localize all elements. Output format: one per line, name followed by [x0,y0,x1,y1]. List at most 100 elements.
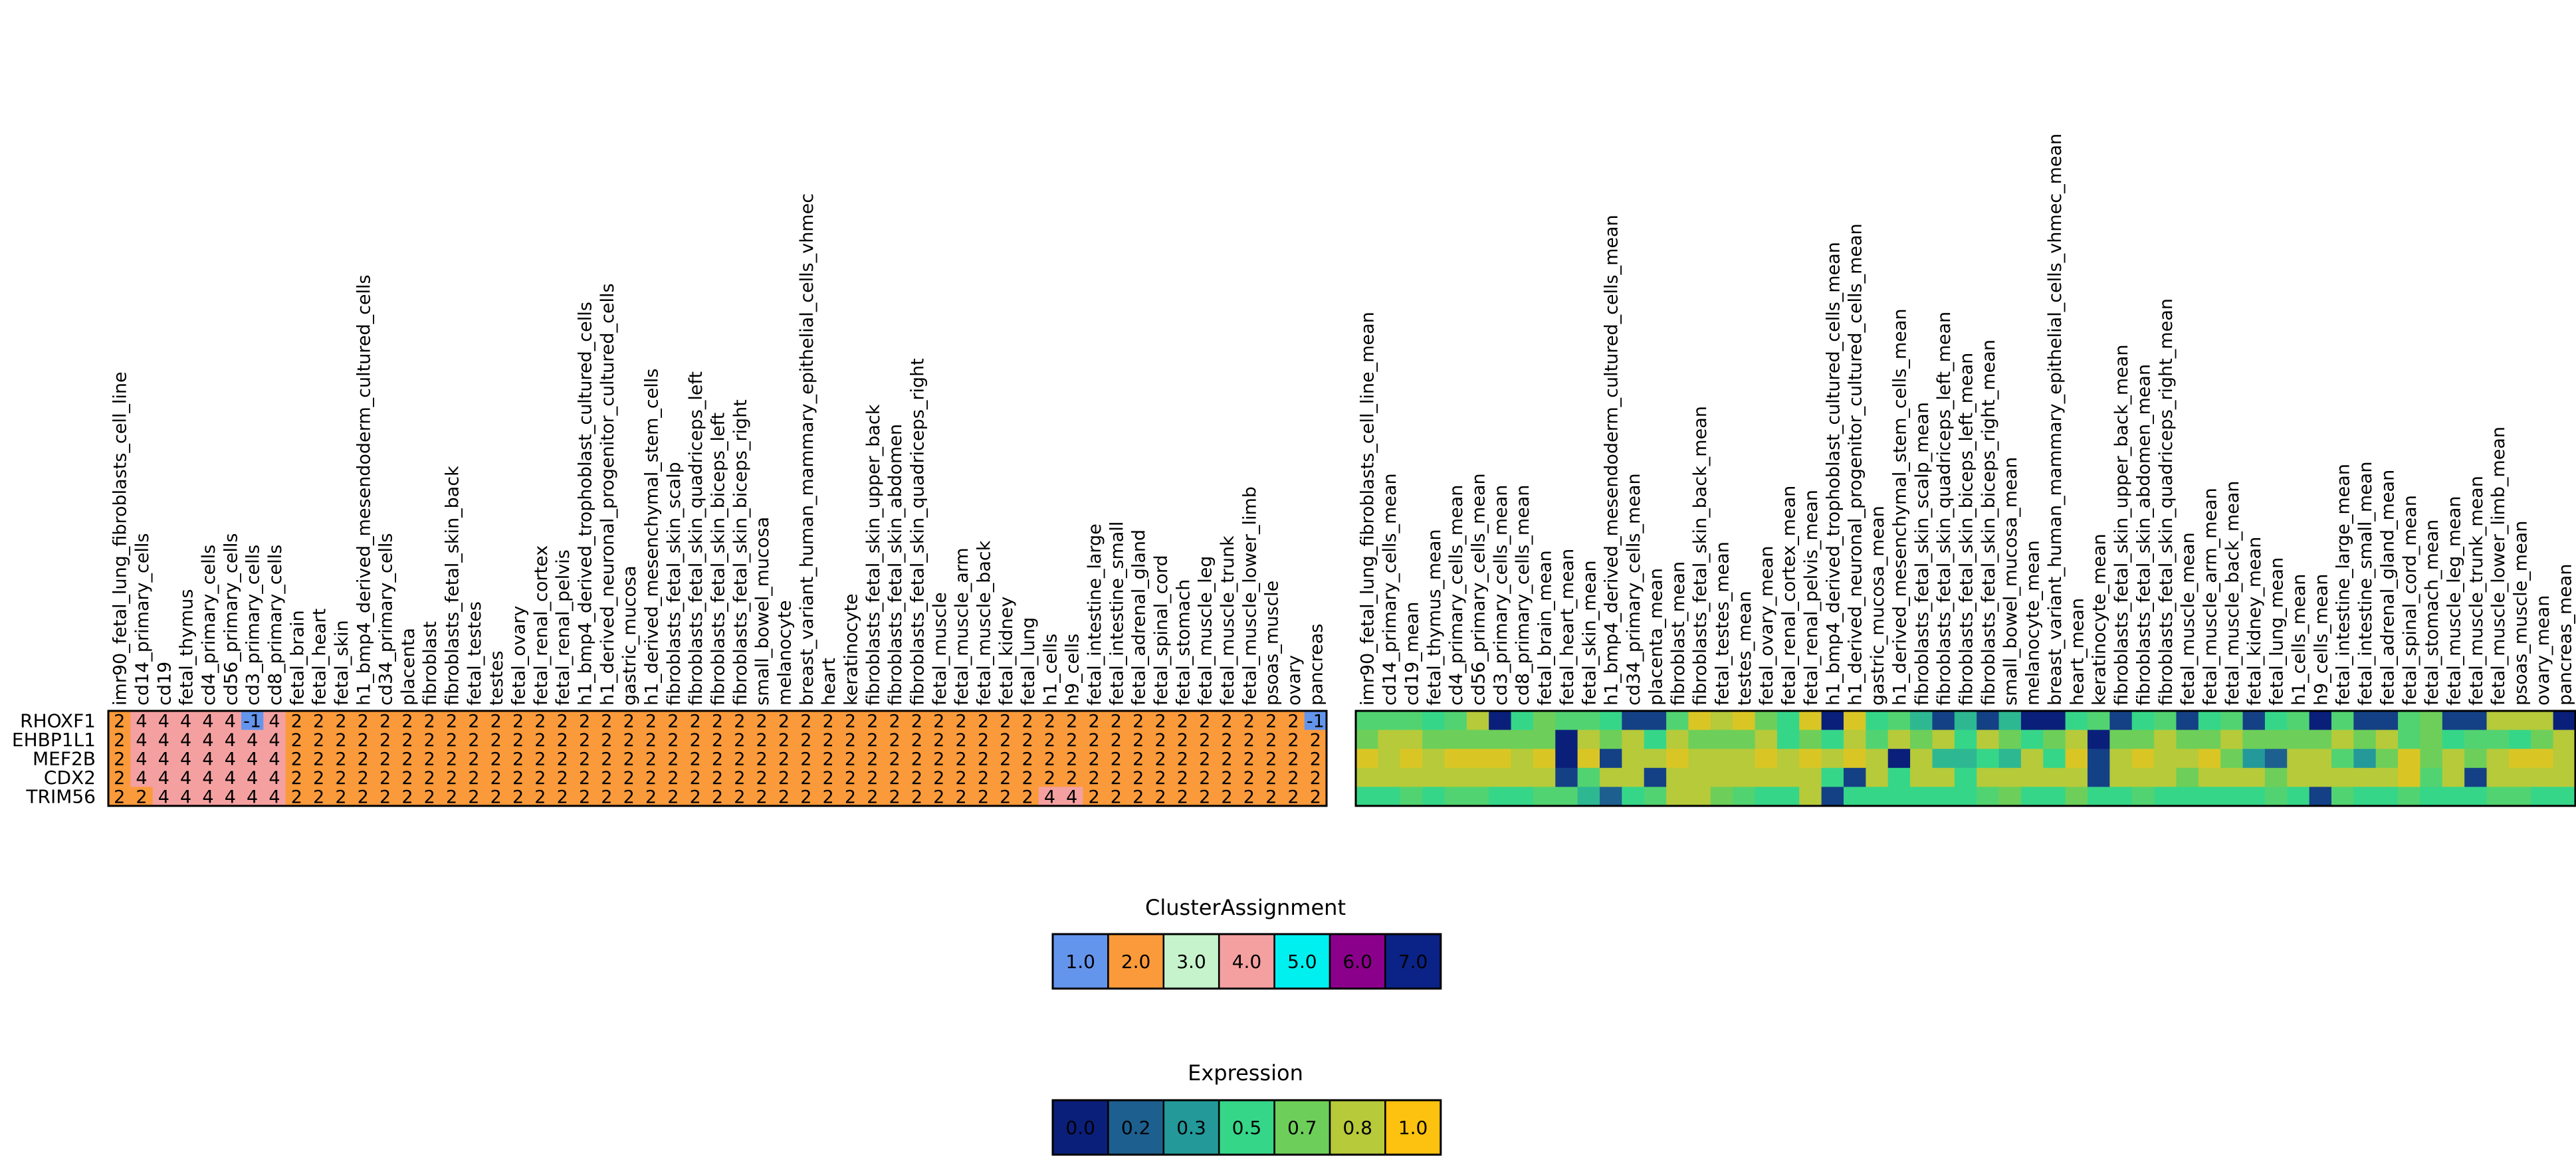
legend-label: 3.0 [1176,951,1206,973]
heatmap-cell [994,711,1017,731]
heatmap-cell [2331,711,2354,731]
heatmap-cell [1356,749,1378,769]
column-label: fetal_adrenal_gland_mean [2377,470,2398,706]
heatmap-cell [2020,749,2044,769]
heatmap-cell [1260,711,1283,731]
heatmap-cell [2264,749,2288,769]
heatmap-cell [728,749,751,769]
column-label: fetal_muscle_leg [1196,556,1216,706]
heatmap-cell [1489,729,1512,749]
heatmap-cell [1400,767,1423,787]
cell-label: 2 [468,711,479,731]
cell-label: 2 [358,749,369,770]
heatmap-cell [197,729,220,749]
heatmap-cell [684,711,707,731]
cell-label: 2 [800,711,811,731]
heatmap-cell [2508,767,2531,787]
heatmap-cell [1844,767,1866,787]
cell-label: 2 [358,711,369,731]
heatmap-cell [2109,767,2133,787]
heatmap-cell [883,787,907,807]
heatmap-cell [241,749,264,769]
heatmap-cell [1149,749,1172,769]
heatmap-cell [2486,749,2510,769]
column-label: fetal_testes_mean [1713,541,1733,706]
cell-label: 2 [1243,787,1255,808]
heatmap-cell [573,729,596,749]
column-label: breast_variant_human_mammary_epithelial_… [797,193,817,706]
cell-label: 2 [956,749,967,770]
cell-label: 4 [225,787,236,808]
column-label: fetal_intestine_large_mean [2333,464,2354,706]
cell-label: 2 [867,768,878,789]
column-label: keratinocyte_mean [2090,533,2110,706]
column-label: fetal_lung_mean [2267,557,2288,706]
heatmap-cell [1887,711,1911,731]
cell-label: 2 [956,768,967,789]
cell-label: 2 [601,730,612,751]
heatmap-cell [1600,711,1622,731]
cell-label: 2 [1243,749,1255,770]
heatmap-cell [684,729,707,749]
heatmap-cell [1622,787,1645,807]
row-label: CDX2 [44,767,96,789]
heatmap-cell [1304,787,1327,807]
heatmap-cell [1622,711,1645,731]
heatmap-cell [1910,787,1933,807]
heatmap-cell [750,749,774,769]
heatmap-cell [551,767,574,787]
heatmap-cell [551,711,574,731]
cell-label: 2 [778,768,790,789]
heatmap-cell [2508,749,2531,769]
heatmap-cell [2043,749,2066,769]
cell-label: 2 [1044,711,1055,731]
heatmap-cell [1016,729,1039,749]
cell-label: 2 [601,711,612,731]
legend-swatch [1107,933,1165,990]
heatmap-cell [1954,749,1977,769]
cell-label: 2 [1132,711,1144,731]
heatmap-cell [2242,729,2266,749]
heatmap-cell [2264,729,2288,749]
heatmap-cell [219,767,242,787]
cell-label: 2 [911,768,922,789]
heatmap-cell [905,729,928,749]
heatmap-cell [883,767,907,787]
heatmap-cell [1710,729,1733,749]
heatmap-cell [418,729,441,749]
heatmap-cell [307,787,330,807]
heatmap-cell [2420,749,2443,769]
heatmap-cell [529,749,552,769]
heatmap-cell [2420,729,2443,749]
heatmap-cell [1061,749,1083,769]
heatmap-cell [839,729,862,749]
column-label: breast_variant_human_mammary_epithelial_… [2045,134,2066,706]
column-label: pancreas_mean [2555,564,2575,706]
heatmap-cell [972,711,995,731]
heatmap-cell [1821,749,1844,769]
cell-label: 2 [712,749,723,770]
heatmap-cell [1282,787,1305,807]
heatmap-cell [1776,729,1800,749]
cell-label: 2 [1265,787,1277,808]
cell-label: -1 [243,711,261,731]
heatmap-cell [2043,787,2066,807]
legend-swatch [1273,933,1331,990]
heatmap-cell [241,787,264,807]
cell-label: 2 [800,749,811,770]
cell-label: 2 [1132,768,1144,789]
cell-label: 2 [911,711,922,731]
heatmap-cell [2553,767,2576,787]
heatmap-cell [2109,711,2133,731]
legend-swatch [1384,1099,1442,1156]
heatmap-cell [2020,767,2044,787]
cell-label: 2 [911,749,922,770]
heatmap-cell [1511,767,1534,787]
heatmap-cell [1932,787,1955,807]
heatmap-cell [639,749,663,769]
heatmap-cell [2398,787,2420,807]
column-label: cd14_primary_cells [132,533,153,706]
column-label: fibroblasts_fetal_skin_scalp [664,462,685,706]
heatmap-cell [1776,711,1800,731]
heatmap-cell [2088,787,2110,807]
